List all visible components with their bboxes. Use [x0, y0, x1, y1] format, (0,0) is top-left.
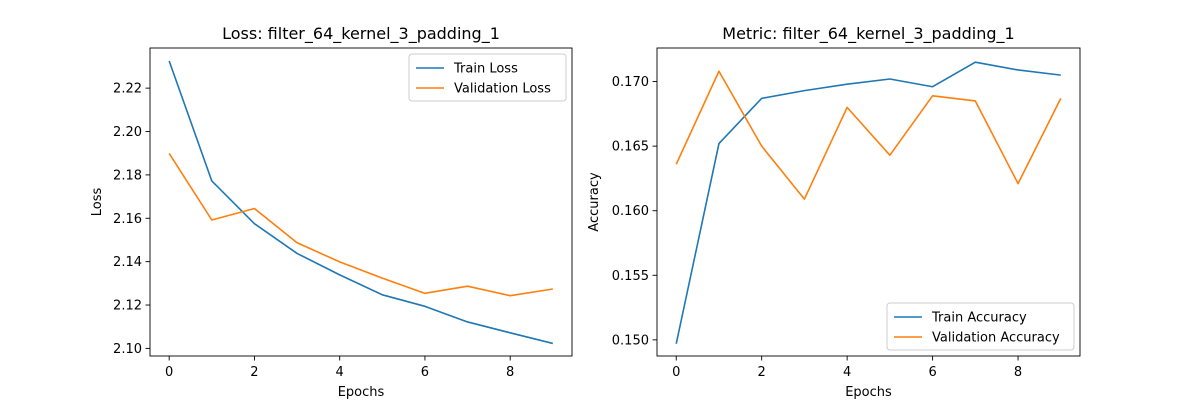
legend-box [886, 302, 1075, 351]
legend: Train Loss Validation Loss [408, 53, 567, 102]
y-tick-label: 2.18 [113, 168, 142, 183]
legend: Train Accuracy Validation Accuracy [886, 302, 1075, 351]
chart-2: Metric: filter_64_kernel_3_padding_1 0 2 4 6… [587, 24, 1081, 400]
legend-label: Validation Loss [454, 82, 551, 97]
x-tick-label: 8 [1014, 365, 1022, 380]
legend-label: Validation Accuracy [932, 331, 1060, 346]
y-tick-label: 2.16 [113, 212, 142, 227]
y-tick-label: 2.10 [113, 342, 142, 357]
y-tick-label: 0.150 [612, 333, 649, 348]
legend-label: Train Loss [453, 62, 518, 77]
series-line-1 [675, 61, 1061, 344]
y-tick-label: 0.155 [612, 269, 649, 284]
x-tick-label: 4 [843, 365, 851, 380]
series-line-1 [168, 60, 554, 345]
series-line-2 [168, 152, 553, 297]
y-tick-label: 0.165 [612, 140, 649, 155]
y-axis-label: Accuracy [587, 172, 602, 232]
y-axis-label: Loss [90, 188, 105, 217]
x-tick-label: 6 [928, 365, 936, 380]
series-line-2 [675, 70, 1062, 200]
y-tick-label: 0.170 [612, 75, 649, 90]
plot-frame [656, 47, 1081, 357]
chart-title: Loss: filter_64_kernel_3_padding_1 [222, 24, 500, 44]
y-tick-label: 2.12 [113, 299, 142, 314]
x-tick-label: 8 [506, 365, 514, 380]
x-tick-label: 0 [672, 365, 680, 380]
y-tick-label: 2.22 [113, 82, 142, 97]
y-tick-label: 2.14 [113, 255, 142, 270]
chart-1: Loss: filter_64_kernel_3_padding_1 0 2 4 6 8 2… [90, 24, 573, 400]
x-tick-label: 2 [250, 365, 258, 380]
y-tick-label: 2.20 [113, 125, 142, 140]
plot-frame [149, 47, 573, 357]
x-tick-label: 6 [421, 365, 429, 380]
x-tick-label: 2 [758, 365, 766, 380]
x-tick-label: 4 [336, 365, 344, 380]
y-tick-label: 0.160 [612, 204, 649, 219]
x-axis-label: Epochs [338, 385, 385, 400]
x-axis-label: Epochs [845, 385, 892, 400]
legend-label: Train Accuracy [931, 311, 1027, 326]
legend-box [408, 53, 567, 102]
x-tick-label: 0 [165, 365, 173, 380]
chart-title: Metric: filter_64_kernel_3_padding_1 [722, 24, 1014, 44]
